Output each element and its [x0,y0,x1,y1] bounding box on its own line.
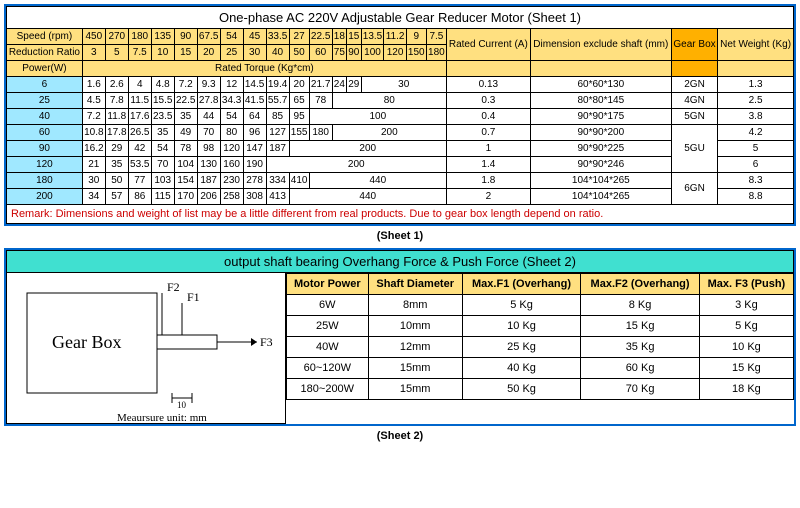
sheet1-title: One-phase AC 220V Adjustable Gear Reduce… [7,7,794,29]
svg-text:10: 10 [177,400,187,410]
diagram: F2 F1 F3 Gear Box 10 Meaursure unit: mm [6,273,286,424]
row-25w: 254.57.811.515.522.527.834.341.555.76578… [7,93,794,109]
sheet1-caption: (Sheet 1) [4,230,796,242]
current-header: Rated Current (A) [446,29,530,61]
sheet2-title: output shaft bearing Overhang Force & Pu… [7,251,794,273]
svg-text:Meaursure unit: mm: Meaursure unit: mm [117,412,207,423]
ratio-label: Reduction Ratio [7,45,83,61]
row-60w: 6010.817.826.535497080961271551802000.79… [7,125,794,141]
svg-text:F1: F1 [187,290,200,304]
torque-label: Rated Torque (Kg*cm) [82,61,446,77]
sheet2-table: Motor Power Shaft Diameter Max.F1 (Overh… [286,273,794,400]
speed-label: Speed (rpm) [7,29,83,45]
weight-header: Net Weight (Kg) [718,29,794,61]
svg-text:F3: F3 [260,335,273,349]
power-label: Power(W) [7,61,83,77]
dim-header: Dimension exclude shaft (mm) [530,29,671,61]
sheet2-container: output shaft bearing Overhang Force & Pu… [4,248,796,426]
row-180w: 1803050771031541872302783344104401.8104*… [7,173,794,189]
sheet1-container: One-phase AC 220V Adjustable Gear Reduce… [4,4,796,226]
sheet2-caption: (Sheet 2) [4,430,796,442]
gear-header: Gear Box [671,29,717,61]
remark-text: Remark: Dimensions and weight of list ma… [7,205,794,224]
sheet1-table: One-phase AC 220V Adjustable Gear Reduce… [6,6,794,224]
svg-text:F2: F2 [167,280,180,294]
row-6w: 61.62.644.87.29.31214.519.42021.72429300… [7,77,794,93]
row-40w: 407.211.817.623.53544546485951000.490*90… [7,109,794,125]
svg-text:Gear Box: Gear Box [52,332,121,352]
